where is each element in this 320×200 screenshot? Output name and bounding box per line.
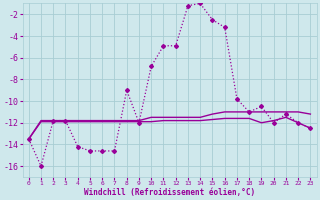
- X-axis label: Windchill (Refroidissement éolien,°C): Windchill (Refroidissement éolien,°C): [84, 188, 255, 197]
